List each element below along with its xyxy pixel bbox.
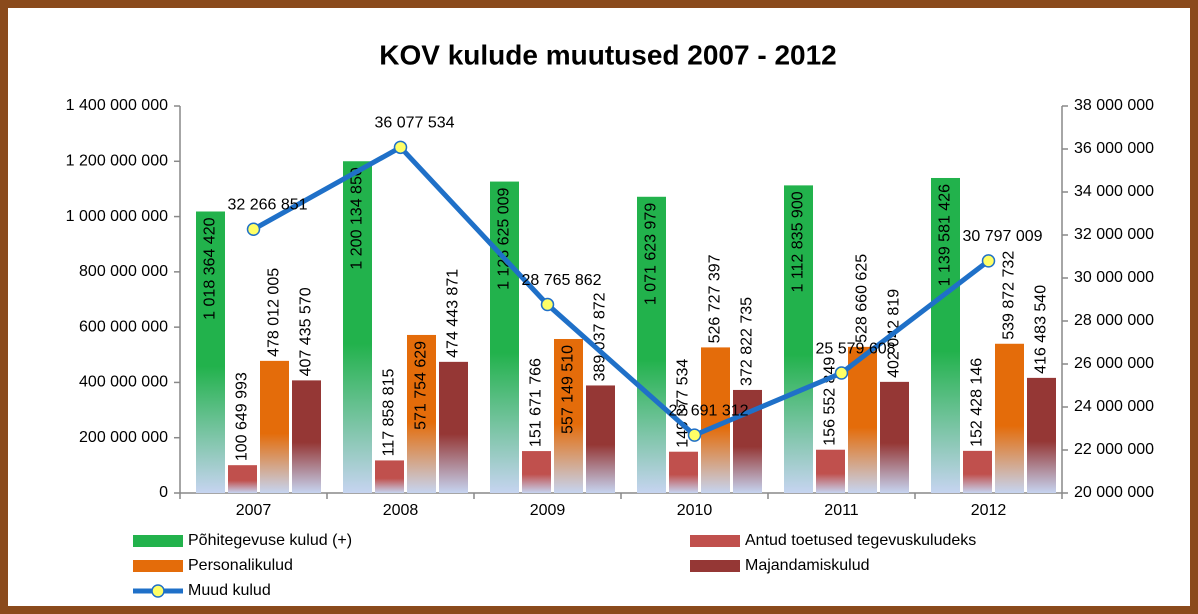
- y2-tick-label: 38 000 000: [1074, 97, 1154, 114]
- y2-tick-label: 20 000 000: [1074, 484, 1154, 501]
- x-tick-label: 2007: [236, 502, 272, 519]
- y2-tick-label: 30 000 000: [1074, 269, 1154, 286]
- x-tick-label: 2011: [824, 502, 859, 519]
- legend-label: Põhitegevuse kulud (+): [188, 532, 352, 549]
- bar: [554, 338, 583, 493]
- bar: [490, 181, 519, 493]
- bar-value-label: 117 858 815: [381, 369, 398, 457]
- bar: [375, 460, 404, 493]
- legend-swatch: [690, 560, 740, 572]
- bar-value-label: 151 671 766: [528, 358, 545, 447]
- bar: [816, 449, 845, 493]
- line-marker: [981, 254, 996, 268]
- y-tick-label: 400 000 000: [79, 374, 168, 391]
- bar-value-label: 100 649 993: [234, 372, 251, 461]
- bar: [848, 346, 877, 493]
- bar-value-label: 1 126 625 009: [496, 187, 513, 289]
- bar-value-label: 539 872 732: [1001, 251, 1018, 340]
- bar: [880, 381, 909, 493]
- y2-tick-label: 26 000 000: [1074, 355, 1154, 372]
- bar: [196, 211, 225, 493]
- y-tick-label: 200 000 000: [79, 429, 168, 446]
- y2-tick-label: 22 000 000: [1074, 441, 1154, 458]
- x-tick-label: 2008: [383, 502, 419, 519]
- bar: [260, 360, 289, 493]
- y2-tick-label: 28 000 000: [1074, 312, 1154, 329]
- y-tick-label: 0: [159, 484, 168, 501]
- bar-value-label: 528 660 625: [854, 254, 871, 343]
- bar-value-label: 389 037 872: [592, 292, 609, 381]
- line-marker: [687, 428, 702, 442]
- bar-value-label: 474 443 871: [445, 269, 462, 358]
- line-value-label: 32 266 851: [227, 196, 307, 213]
- bar-value-label: 149 377 534: [675, 359, 692, 448]
- bar: [1027, 377, 1056, 493]
- legend-label: Muud kulud: [188, 582, 271, 599]
- bar-value-label: 557 149 510: [560, 345, 577, 434]
- bar: [784, 185, 813, 493]
- line-value-label: 25 579 608: [815, 340, 895, 357]
- bar: [637, 196, 666, 493]
- legend-marker: [151, 584, 165, 598]
- bar: [963, 450, 992, 493]
- bar-value-label: 152 428 146: [969, 358, 986, 447]
- bar: [931, 177, 960, 494]
- bar-value-label: 1 112 835 900: [790, 191, 807, 292]
- bar: [228, 465, 257, 493]
- bar-value-label: 407 435 570: [298, 287, 315, 376]
- legend-swatch: [690, 535, 740, 547]
- line-value-label: 30 797 009: [962, 228, 1042, 245]
- legend-label: Personalikulud: [188, 557, 293, 574]
- y2-tick-label: 32 000 000: [1074, 226, 1154, 243]
- y2-tick-label: 34 000 000: [1074, 183, 1154, 200]
- line-value-label: 22 691 312: [668, 402, 748, 419]
- legend-label: Antud toetused tegevuskuludeks: [745, 532, 976, 549]
- bar-value-label: 1 200 134 850: [349, 167, 366, 269]
- y2-tick-label: 36 000 000: [1074, 140, 1154, 157]
- bar-value-label: 571 754 629: [413, 341, 430, 430]
- bar: [586, 385, 615, 493]
- x-tick-label: 2010: [677, 502, 713, 519]
- y2-tick-label: 24 000 000: [1074, 398, 1154, 415]
- y-tick-label: 600 000 000: [79, 318, 168, 335]
- line-value-label: 28 765 862: [521, 272, 601, 289]
- bar: [292, 380, 321, 493]
- chart-title: KOV kulude muutused 2007 - 2012: [379, 39, 837, 70]
- bar: [995, 343, 1024, 493]
- bar: [439, 361, 468, 493]
- y-tick-label: 1 000 000 000: [66, 208, 168, 225]
- line: [252, 144, 991, 439]
- bar: [407, 334, 436, 493]
- bar: [343, 161, 372, 493]
- line-marker: [246, 222, 261, 237]
- bar: [522, 451, 551, 493]
- bar-value-label: 1 139 581 426: [937, 184, 954, 286]
- line-marker: [540, 297, 555, 312]
- bar-value-label: 478 012 005: [266, 268, 283, 357]
- bar-value-label: 372 822 735: [739, 297, 756, 386]
- legend-swatch: [133, 560, 183, 572]
- bar-value-label: 416 483 540: [1033, 285, 1050, 374]
- legend-label: Majandamiskulud: [745, 557, 870, 574]
- x-tick-label: 2009: [530, 502, 566, 519]
- line-marker: [393, 140, 408, 155]
- bar-value-label: 1 071 623 979: [643, 203, 660, 305]
- line-value-label: 36 077 534: [374, 115, 454, 132]
- legend-swatch: [133, 535, 183, 547]
- bar-value-label: 1 018 364 420: [202, 217, 219, 319]
- line-marker: [834, 366, 849, 380]
- bar: [669, 451, 698, 493]
- bar-value-label: 526 727 397: [707, 254, 724, 343]
- y-tick-label: 1 400 000 000: [66, 97, 168, 114]
- x-tick-label: 2012: [971, 502, 1007, 519]
- y-tick-label: 800 000 000: [79, 263, 168, 280]
- y-tick-label: 1 200 000 000: [66, 153, 168, 170]
